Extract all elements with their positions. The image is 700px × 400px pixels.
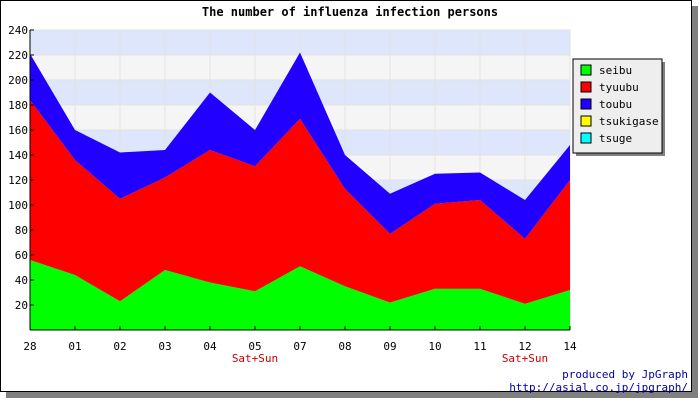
x-note-label: Sat+Sun (232, 352, 278, 365)
plot-area: 20 40 60 80 100 120 140 160 180 200 220 240 28 01 02 03… (8, 24, 577, 365)
x-note-label: Sat+Sun (502, 352, 548, 365)
y-tick-label: 240 (8, 24, 28, 37)
y-tick-label: 40 (15, 274, 28, 287)
x-tick-label: 08 (338, 340, 351, 353)
y-tick-label: 100 (8, 199, 28, 212)
y-tick-label: 20 (15, 299, 28, 312)
y-tick-label: 220 (8, 49, 28, 62)
legend-label-seibu: seibu (599, 64, 632, 77)
area-seibu (30, 260, 570, 330)
legend-label-toubu: toubu (599, 98, 632, 111)
x-tick-label: 03 (158, 340, 171, 353)
x-tick-label: 28 (23, 340, 36, 353)
x-tick-label: 12 (518, 340, 531, 353)
x-tick-label: 01 (68, 340, 81, 353)
x-tick-label: 04 (203, 340, 217, 353)
legend-swatch-tsuge (580, 132, 592, 144)
y-tick-label: 80 (15, 224, 28, 237)
legend-swatch-toubu (580, 98, 592, 110)
area-tyuubu (30, 100, 570, 304)
legend-swatch-tsukigase (580, 115, 592, 127)
x-tick-label: 09 (383, 340, 396, 353)
y-tick-label: 160 (8, 124, 28, 137)
frame-shadow-bottom (6, 392, 698, 398)
legend: seibu tyuubu toubu tsukigase tsuge (572, 58, 665, 156)
y-tick-label: 180 (8, 99, 28, 112)
credit-line-2: http://asial.co.jp/jpgraph/ (509, 381, 688, 394)
x-tick-label: 07 (293, 340, 306, 353)
credit: produced by JpGraph http://asial.co.jp/j… (509, 368, 688, 394)
x-tick-label: 11 (473, 340, 486, 353)
legend-swatch-seibu (580, 64, 592, 76)
x-tick-label: 02 (113, 340, 126, 353)
y-tick-label: 120 (8, 174, 28, 187)
x-tick-label: 05 (248, 340, 261, 353)
x-tick-label: 14 (563, 340, 577, 353)
legend-label-tyuubu: tyuubu (599, 81, 639, 94)
y-tick-label: 140 (8, 149, 28, 162)
legend-label-tsukigase: tsukigase (599, 115, 659, 128)
credit-line-1: produced by JpGraph (562, 368, 688, 381)
area-toubu (30, 52, 570, 239)
legend-swatch-tyuubu (580, 81, 592, 93)
chart-title: The number of influenza infection person… (202, 5, 498, 19)
y-tick-label: 200 (8, 74, 28, 87)
legend-label-tsuge: tsuge (599, 132, 632, 145)
y-tick-label: 60 (15, 249, 28, 262)
frame-shadow-right (692, 6, 698, 398)
x-tick-label: 10 (428, 340, 441, 353)
